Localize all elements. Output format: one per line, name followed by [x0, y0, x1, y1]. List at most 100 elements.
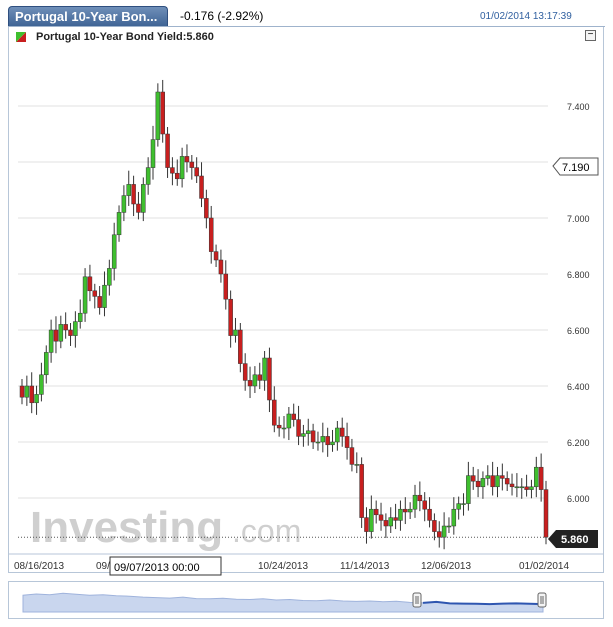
candle-down [437, 531, 442, 538]
candle-down [53, 329, 59, 342]
y-tick-label: 6.800 [567, 270, 590, 280]
candle-up [233, 329, 238, 336]
candle-up [24, 385, 30, 398]
candle-up [466, 475, 471, 504]
candle-up [456, 503, 461, 510]
candle-down [538, 466, 544, 490]
crosshair-date-text: 09/07/2013 00:00 [114, 562, 200, 574]
candle-down [344, 436, 350, 448]
navigator-chart[interactable] [9, 582, 603, 618]
candle-down [194, 167, 199, 177]
header-divider [8, 26, 605, 27]
y-tick-label: 6.600 [567, 326, 590, 336]
candle-up [126, 184, 131, 196]
candle-down [296, 419, 301, 437]
candle-up [407, 508, 413, 513]
candle-down [509, 483, 515, 488]
navigator-panel[interactable] [8, 581, 604, 619]
x-tick-label: 12/06/2013 [421, 561, 471, 572]
candle-up [145, 167, 151, 185]
candle-down [238, 329, 243, 364]
y-tick-label: 7.400 [567, 102, 590, 112]
candle-down [393, 517, 398, 521]
candle-down [310, 430, 316, 443]
candle-down [364, 517, 369, 532]
current-price-tag: 5.860 [548, 530, 598, 548]
candle-down [29, 385, 34, 404]
candle-down [223, 273, 229, 300]
candle-down [417, 494, 423, 502]
candle-down [359, 464, 364, 518]
candle-down [175, 172, 180, 180]
candle-up [315, 441, 321, 444]
up-down-candle-icon [16, 32, 26, 42]
candle-down [218, 259, 224, 275]
grid-lines [18, 105, 548, 499]
candle-down [257, 374, 262, 381]
candle-down [199, 175, 204, 199]
candle-down [247, 380, 253, 387]
candle-up [48, 329, 54, 353]
watermark-suffix: .com [232, 513, 301, 549]
candle-up [388, 517, 393, 527]
candle-up [335, 427, 340, 443]
instrument-tab[interactable]: Portugal 10-Year Bon... [8, 6, 168, 26]
candle-down [184, 156, 190, 163]
candle-down [131, 184, 136, 205]
candle-up [252, 374, 258, 387]
y-tick-label: 6.000 [567, 494, 590, 504]
candle-up [44, 352, 49, 376]
candle-up [441, 525, 447, 538]
candle-down [524, 486, 529, 490]
candle-up [301, 433, 306, 437]
candle-up [281, 427, 287, 430]
minimize-button[interactable]: − [585, 30, 596, 41]
candle-up [461, 503, 466, 505]
candle-up [354, 464, 360, 466]
candle-down [475, 480, 481, 488]
x-tick-label: 01/02/2014 [519, 561, 569, 572]
x-axis: 08/16/201309/07/201310/24/201311/14/2013… [14, 561, 569, 572]
candle-down [97, 296, 102, 308]
crosshair-date-box: 09/07/2013 00:00 [109, 556, 222, 576]
candle-up [116, 212, 122, 236]
candle-up [485, 475, 491, 479]
x-tick-label: 08/16/2013 [14, 561, 64, 572]
candle-down [432, 520, 437, 532]
candle-down [19, 385, 25, 398]
candle-down [68, 329, 73, 336]
candle-down [383, 520, 389, 527]
candle-up [82, 276, 88, 314]
x-tick-label: 11/14/2013 [340, 561, 390, 572]
candle-down [165, 133, 170, 168]
timestamp: 01/02/2014 13:17:39 [480, 11, 572, 22]
candles [18, 79, 549, 550]
candle-up [286, 413, 292, 429]
candle-down [204, 198, 209, 219]
candle-up [39, 374, 44, 395]
candle-up [179, 156, 185, 180]
navigator-handle-left[interactable] [412, 592, 422, 608]
candle-down [349, 447, 355, 465]
candle-up [495, 475, 500, 488]
candle-down [500, 475, 505, 479]
candle-down [213, 251, 219, 261]
hover-price-tag: 7.190 [552, 157, 599, 176]
candle-down [136, 203, 141, 213]
candle-down [325, 436, 330, 446]
candle-down [504, 478, 510, 485]
candle-down [276, 424, 282, 429]
candle-up [34, 394, 39, 404]
navigator-selected-range [422, 600, 544, 606]
candle-down [63, 324, 68, 331]
candle-down [87, 276, 93, 292]
watermark-brand: Investing [30, 503, 223, 552]
candle-down [92, 290, 98, 297]
candle-up [330, 441, 335, 446]
candle-up [514, 486, 520, 489]
candle-down [160, 91, 165, 135]
candle-down [543, 489, 549, 538]
navigator-handle-right[interactable] [537, 592, 547, 608]
